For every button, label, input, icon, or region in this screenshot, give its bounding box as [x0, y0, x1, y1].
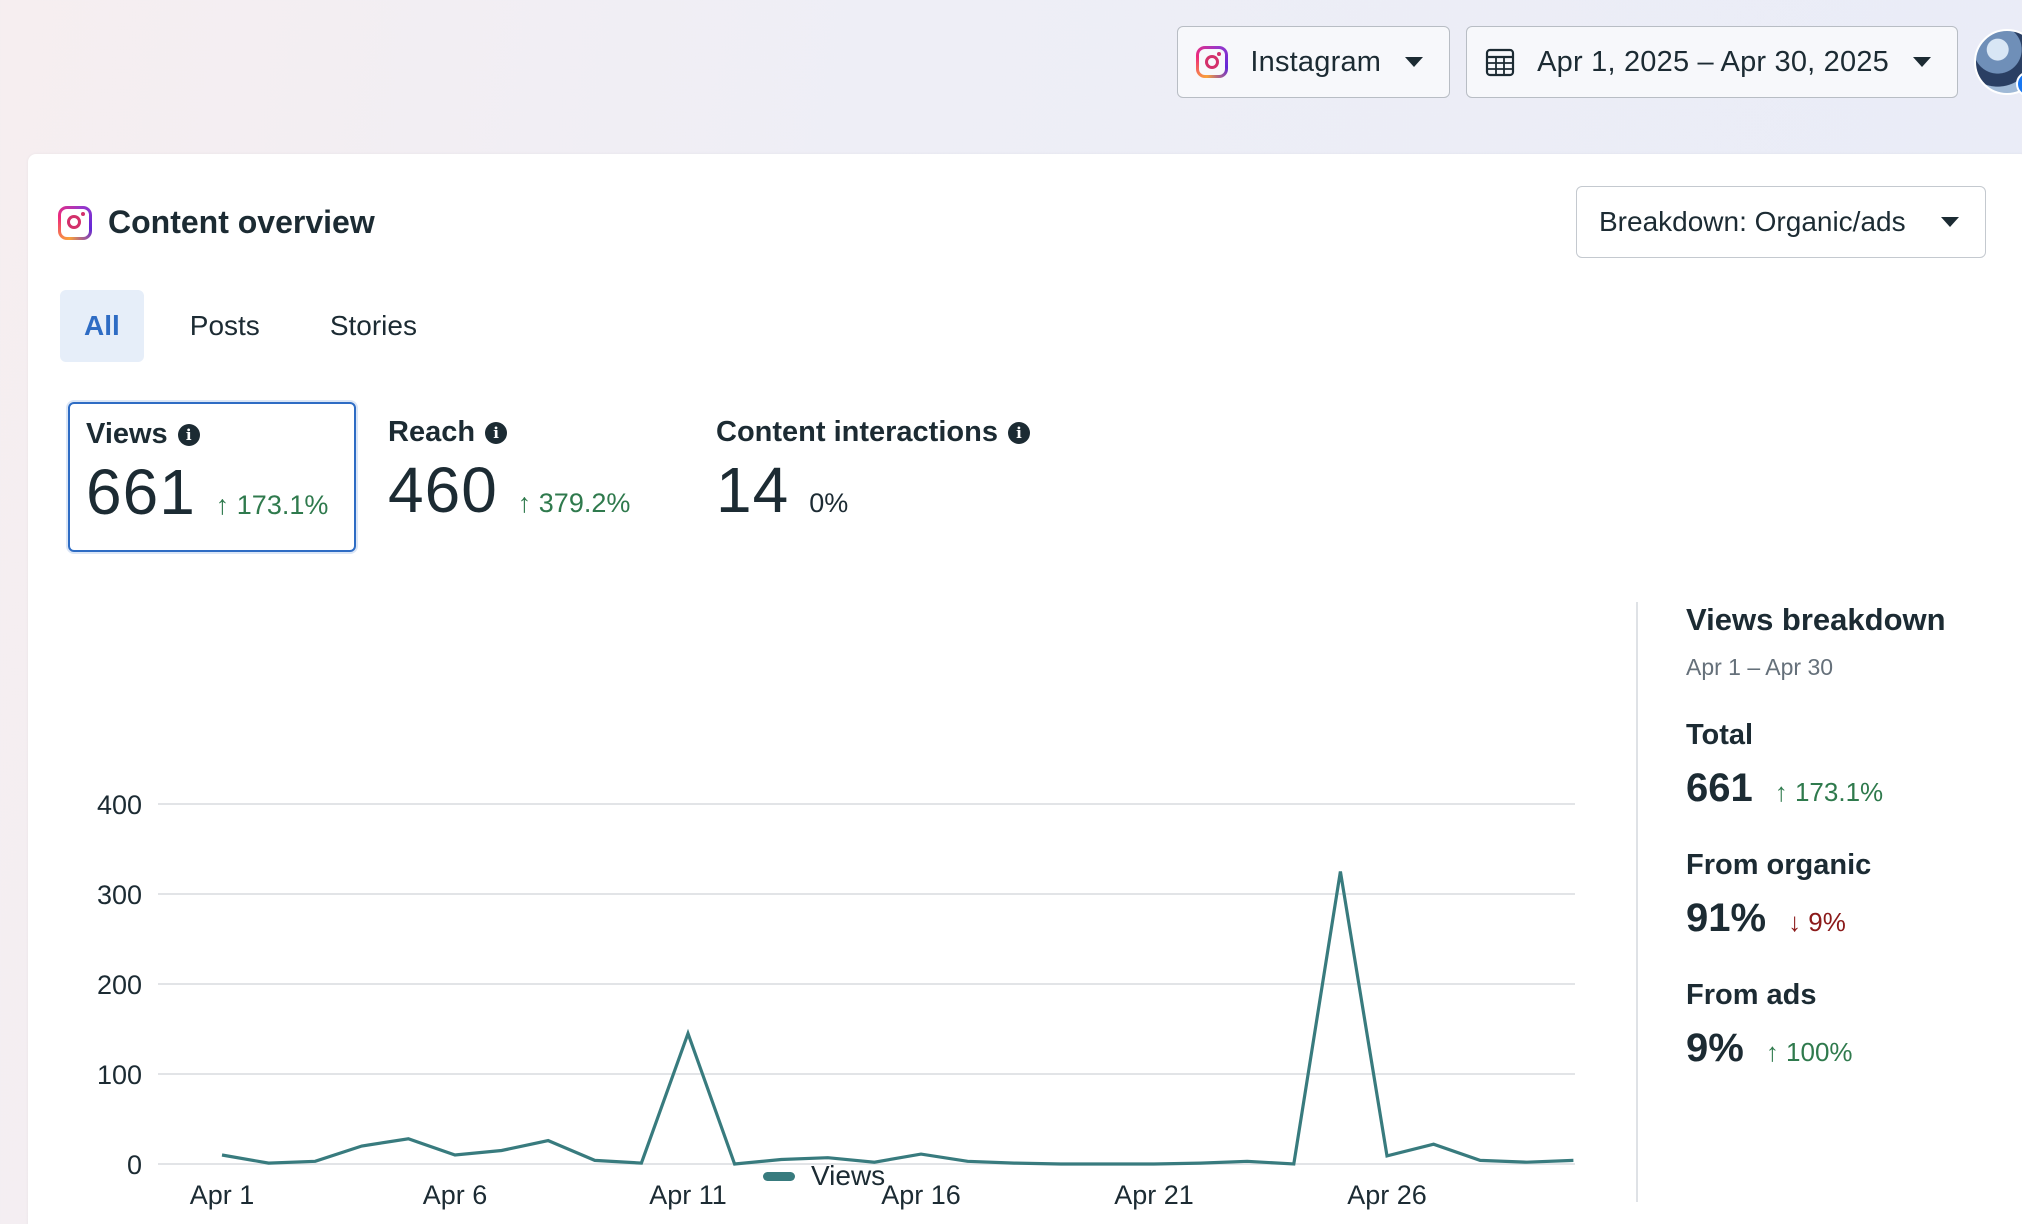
x-tick-label: Apr 21 [1114, 1180, 1194, 1210]
metric-value: 460 [388, 454, 498, 526]
x-tick-label: Apr 6 [423, 1180, 488, 1210]
chevron-down-icon [1913, 57, 1931, 67]
metric-delta: ↑ 173.1% [215, 490, 329, 520]
platform-dropdown[interactable]: Instagram [1177, 26, 1451, 98]
legend-swatch [763, 1171, 795, 1181]
chart-svg: 400 300 200 100 0 Apr 1 Apr 6 Apr 11 Apr 16 Apr 2… [97, 790, 1575, 1210]
breakdown-delta: ↑ 100% [1765, 1037, 1853, 1067]
content-overview-card: Content overview Breakdown: Organic/ads … [28, 154, 2022, 1224]
metric-label: Views [86, 418, 168, 450]
series-line-views [221, 871, 1574, 1166]
metric-label: Content interactions [716, 416, 998, 448]
breakdown-value: 661 [1686, 766, 1753, 810]
content-tabs: All Posts Stories [60, 290, 463, 362]
info-icon[interactable]: i [177, 423, 200, 446]
x-tick-label: Apr 1 [190, 1180, 255, 1210]
profile-avatar[interactable]: f [1974, 29, 2022, 97]
breakdown-total: Total 661 ↑ 173.1% [1686, 719, 2006, 811]
breakdown-ads: From ads 9% ↑ 100% [1686, 979, 2006, 1071]
date-range-dropdown[interactable]: Apr 1, 2025 – Apr 30, 2025 [1466, 26, 1958, 98]
y-tick-label: 0 [127, 1150, 142, 1180]
x-tick-label: Apr 26 [1347, 1180, 1427, 1210]
date-range-label: Apr 1, 2025 – Apr 30, 2025 [1537, 45, 1889, 78]
instagram-icon [1196, 46, 1229, 78]
metric-delta: 0% [809, 488, 849, 518]
x-tick-label: Apr 16 [881, 1180, 961, 1210]
tab-all[interactable]: All [60, 290, 144, 362]
platform-dropdown-label: Instagram [1250, 45, 1382, 78]
metric-content-interactions[interactable]: Content interactions i 14 0% [700, 402, 1080, 552]
divider [1636, 602, 1638, 1202]
breakdown-delta: ↓ 9% [1788, 907, 1846, 937]
chevron-down-icon [1405, 57, 1424, 67]
chevron-down-icon [1941, 217, 1959, 227]
card-title: Content overview [108, 204, 375, 240]
x-tick-label: Apr 11 [649, 1180, 727, 1210]
tab-stories[interactable]: Stories [329, 310, 417, 341]
info-icon[interactable]: i [485, 421, 508, 444]
metric-views[interactable]: Views i 661 ↑ 173.1% [68, 402, 356, 552]
breakdown-label: From ads [1686, 979, 1817, 1011]
metric-label: Reach [388, 416, 476, 448]
chart-legend[interactable]: Views [763, 1160, 885, 1192]
breakdown-dropdown-label: Breakdown: Organic/ads [1599, 206, 1906, 237]
breakdown-title: Views breakdown [1686, 602, 1946, 637]
views-line-chart[interactable]: 400 300 200 100 0 Apr 1 Apr 6 Apr 11 Apr 16 Apr 2… [28, 594, 1628, 1214]
breakdown-range: Apr 1 – Apr 30 [1686, 654, 1834, 680]
y-tick-label: 200 [97, 970, 142, 1000]
y-tick-label: 400 [97, 790, 142, 820]
metric-value: 14 [716, 454, 790, 526]
metric-value: 661 [86, 456, 196, 528]
facebook-icon: f [2016, 71, 2022, 97]
breakdown-dropdown[interactable]: Breakdown: Organic/ads [1576, 186, 1986, 258]
breakdown-label: Total [1686, 719, 1754, 751]
breakdown-value: 91% [1686, 896, 1767, 940]
metric-delta: ↑ 379.2% [517, 488, 631, 518]
breakdown-value: 9% [1686, 1026, 1744, 1070]
y-tick-label: 300 [97, 880, 142, 910]
y-tick-label: 100 [97, 1060, 142, 1090]
breakdown-delta: ↑ 173.1% [1774, 777, 1884, 807]
card-header: Content overview [58, 204, 375, 241]
breakdown-organic: From organic 91% ↓ 9% [1686, 849, 2006, 941]
legend-label: Views [811, 1160, 886, 1191]
calendar-icon [1485, 47, 1515, 77]
info-icon[interactable]: i [1007, 421, 1030, 444]
instagram-icon [58, 205, 92, 240]
views-breakdown-panel: Views breakdown Apr 1 – Apr 30 Total 661… [1686, 602, 2006, 1071]
tab-posts[interactable]: Posts [189, 310, 260, 341]
breakdown-label: From organic [1686, 849, 1872, 881]
top-bar: Instagram Apr 1, 2025 – Apr 30, 2025 f [1177, 26, 2022, 98]
metric-reach[interactable]: Reach i 460 ↑ 379.2% [372, 402, 692, 552]
